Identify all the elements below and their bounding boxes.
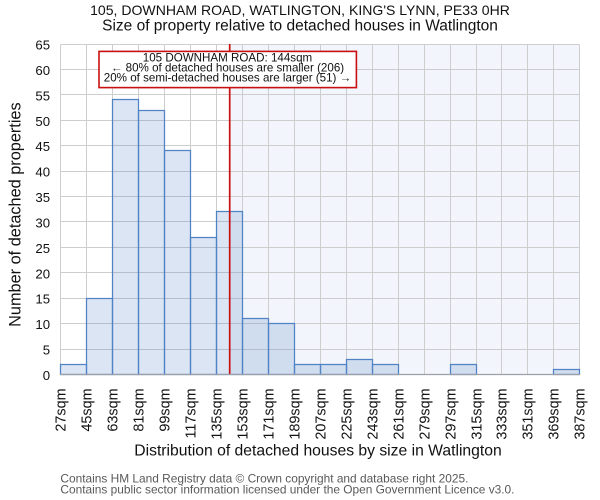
svg-text:153sqm: 153sqm bbox=[235, 388, 251, 439]
svg-text:63sqm: 63sqm bbox=[105, 388, 121, 431]
svg-text:30: 30 bbox=[35, 215, 50, 230]
svg-text:351sqm: 351sqm bbox=[520, 388, 536, 439]
svg-text:99sqm: 99sqm bbox=[157, 388, 173, 431]
svg-text:387sqm: 387sqm bbox=[572, 388, 588, 439]
svg-text:25: 25 bbox=[35, 241, 50, 256]
svg-text:207sqm: 207sqm bbox=[313, 388, 329, 439]
svg-text:60: 60 bbox=[35, 63, 50, 78]
svg-text:81sqm: 81sqm bbox=[131, 388, 147, 431]
svg-text:65: 65 bbox=[35, 38, 50, 53]
svg-text:Contains public sector informa: Contains public sector information licen… bbox=[60, 483, 514, 497]
svg-text:20% of semi-detached houses ar: 20% of semi-detached houses are larger (… bbox=[104, 71, 351, 84]
svg-text:117sqm: 117sqm bbox=[183, 388, 199, 438]
svg-text:55: 55 bbox=[35, 88, 50, 103]
svg-text:Number of detached properties: Number of detached properties bbox=[6, 102, 24, 326]
svg-text:279sqm: 279sqm bbox=[417, 388, 433, 439]
svg-text:297sqm: 297sqm bbox=[443, 388, 459, 439]
svg-text:Contains HM Land Registry data: Contains HM Land Registry data © Crown c… bbox=[60, 471, 468, 485]
svg-text:45sqm: 45sqm bbox=[79, 388, 95, 431]
svg-text:10: 10 bbox=[35, 317, 50, 332]
svg-text:15: 15 bbox=[35, 292, 50, 307]
svg-text:0: 0 bbox=[43, 368, 50, 383]
svg-text:50: 50 bbox=[35, 114, 50, 129]
svg-text:45: 45 bbox=[35, 139, 50, 154]
svg-text:5: 5 bbox=[43, 343, 50, 358]
svg-text:40: 40 bbox=[35, 165, 50, 180]
svg-text:Size of property relative to d: Size of property relative to detached ho… bbox=[102, 17, 498, 34]
svg-text:225sqm: 225sqm bbox=[339, 388, 355, 439]
svg-text:189sqm: 189sqm bbox=[287, 388, 303, 439]
svg-text:Distribution of detached house: Distribution of detached houses by size … bbox=[134, 443, 501, 460]
svg-text:20: 20 bbox=[35, 266, 50, 281]
svg-text:27sqm: 27sqm bbox=[53, 388, 69, 431]
svg-text:315sqm: 315sqm bbox=[469, 388, 485, 439]
svg-text:← 80% of detached houses are s: ← 80% of detached houses are smaller (20… bbox=[111, 62, 344, 75]
svg-text:105 DOWNHAM ROAD: 144sqm: 105 DOWNHAM ROAD: 144sqm bbox=[143, 52, 312, 65]
svg-text:333sqm: 333sqm bbox=[494, 388, 510, 439]
svg-text:369sqm: 369sqm bbox=[546, 388, 562, 439]
svg-text:261sqm: 261sqm bbox=[391, 388, 407, 439]
svg-text:105, DOWNHAM ROAD, WATLINGTON,: 105, DOWNHAM ROAD, WATLINGTON, KING'S LY… bbox=[90, 2, 510, 18]
svg-text:243sqm: 243sqm bbox=[365, 388, 381, 439]
svg-text:35: 35 bbox=[35, 190, 50, 205]
svg-text:135sqm: 135sqm bbox=[209, 388, 225, 439]
svg-text:171sqm: 171sqm bbox=[261, 388, 277, 439]
